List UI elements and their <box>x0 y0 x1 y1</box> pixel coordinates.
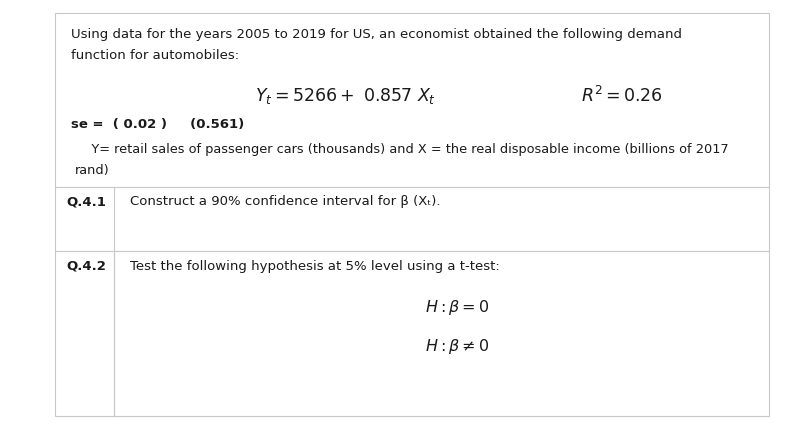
Text: $Y_{t}= 5266 +\ 0.857\ X_{t}$: $Y_{t}= 5266 +\ 0.857\ X_{t}$ <box>255 86 436 106</box>
Text: Construct a 90% confidence interval for β (Xₜ).: Construct a 90% confidence interval for … <box>130 195 440 208</box>
Text: Test the following hypothesis at 5% level using a t-test:: Test the following hypothesis at 5% leve… <box>130 260 499 272</box>
Text: $R^{2}= 0.26$: $R^{2}= 0.26$ <box>581 86 663 106</box>
Text: Y= retail sales of passenger cars (thousands) and X = the real disposable income: Y= retail sales of passenger cars (thous… <box>75 143 728 156</box>
Text: Q.4.1: Q.4.1 <box>67 195 107 208</box>
Text: $H : \beta = 0$: $H : \beta = 0$ <box>425 298 490 317</box>
Text: Using data for the years 2005 to 2019 for US, an economist obtained the followin: Using data for the years 2005 to 2019 fo… <box>71 28 681 41</box>
Text: Q.4.2: Q.4.2 <box>67 260 107 272</box>
Text: se =  ( 0.02 )     (0.561): se = ( 0.02 ) (0.561) <box>71 118 244 131</box>
Text: rand): rand) <box>75 164 109 177</box>
FancyBboxPatch shape <box>55 13 769 416</box>
Text: function for automobiles:: function for automobiles: <box>71 49 239 62</box>
Text: $H : \beta \neq 0$: $H : \beta \neq 0$ <box>425 337 490 356</box>
